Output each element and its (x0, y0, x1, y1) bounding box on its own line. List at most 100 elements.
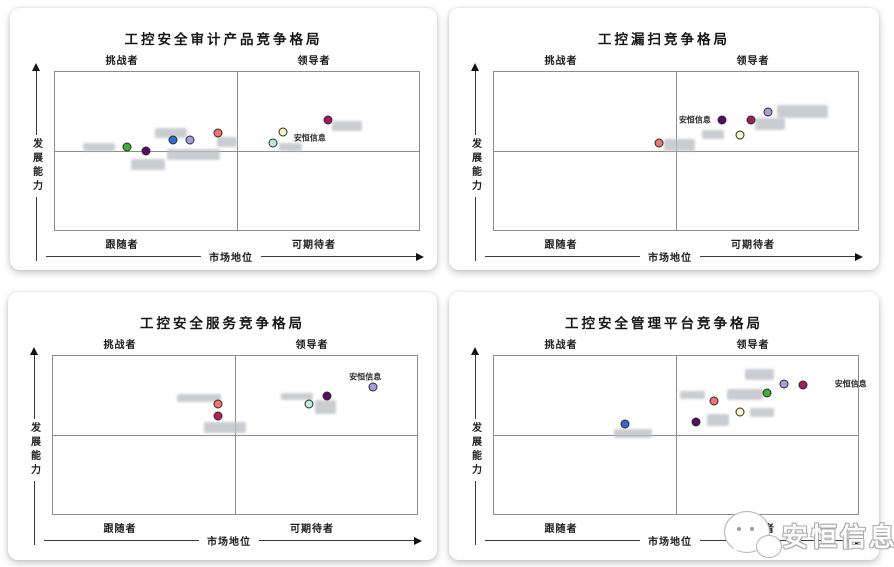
quadrant-label-prospects: 可期待者 (290, 524, 334, 535)
x-axis-line (261, 256, 416, 257)
maroon-data-point (746, 115, 756, 125)
quadrant-label-challengers: 挑战者 (544, 56, 578, 67)
y-axis-label: 发展能力 (469, 422, 481, 478)
redacted-company-name (706, 414, 729, 426)
wechat-logo-eye-icon (750, 527, 754, 531)
y-axis-line (474, 71, 476, 135)
security-service-chart-card: 工控安全服务竞争格局 挑战者 领导者 安恒信息 跟随者 可期待者 发展能力 市场… (8, 292, 437, 560)
chart-title: 工控安全管理平台竞争格局 (565, 316, 763, 331)
x-axis-line (485, 540, 640, 541)
lavender-data-point (185, 135, 195, 145)
y-axis: 发展能力 (467, 63, 483, 261)
quadrant-label-prospects: 可期待者 (731, 240, 775, 251)
redacted-company-name (155, 127, 188, 139)
dark-purple-data-point (141, 146, 151, 156)
x-axis-arrow-right-icon (414, 536, 422, 545)
lavender-data-point (368, 382, 378, 392)
redacted-company-name (754, 117, 786, 130)
y-axis-line (474, 481, 476, 545)
chart-title: 工控漏扫竞争格局 (598, 32, 730, 47)
lavender-data-point (779, 379, 789, 389)
x-axis-line (259, 540, 414, 541)
green-data-point (762, 388, 772, 398)
redacted-company-name (280, 392, 313, 401)
anheng-callout-label: 安恒信息 (834, 379, 867, 389)
brand-watermark: 安恒信息 (718, 504, 894, 566)
pale-yellow-data-point (735, 407, 745, 417)
redacted-company-name (130, 158, 165, 171)
quadrant-label-followers: 跟随者 (103, 524, 137, 535)
redacted-company-name (332, 120, 363, 131)
y-axis: 发展能力 (467, 347, 483, 545)
redacted-company-name (750, 408, 775, 418)
audit-product-chart-card: 工控安全审计产品竞争格局 挑战者 领导者 安恒信息 跟随者 可期待者 发展能力 … (10, 8, 437, 270)
quadrant-label-prospects: 可期待者 (292, 240, 336, 251)
y-axis-arrow-up-icon (471, 347, 479, 355)
x-axis-label: 市场地位 (207, 537, 251, 548)
anheng-callout-label: 安恒信息 (293, 133, 326, 143)
redacted-company-name (745, 369, 774, 380)
x-axis-line (700, 256, 855, 257)
quadrant-divider-horizontal (55, 151, 419, 152)
vuln-scan-chart-card: 工控漏扫竞争格局 挑战者 领导者 安恒信息 跟随者 可期待者 发展能力 市场地位 (449, 8, 879, 270)
y-axis-line (474, 197, 476, 261)
quadrant-label-leaders: 领导者 (736, 340, 770, 351)
y-axis-label: 发展能力 (469, 138, 481, 194)
quadrant-label-followers: 跟随者 (544, 524, 578, 535)
redacted-company-name (167, 149, 221, 160)
quadrant-label-leaders: 领导者 (736, 56, 770, 67)
redacted-company-name (83, 143, 115, 151)
x-axis-arrow-right-icon (416, 252, 424, 261)
redacted-company-name (315, 400, 337, 415)
x-axis: 市场地位 (44, 533, 422, 548)
chart-title: 工控安全审计产品竞争格局 (124, 32, 323, 47)
y-axis-line (35, 197, 37, 261)
lavender-data-point (763, 107, 773, 116)
quadrant-label-challengers: 挑战者 (544, 340, 578, 351)
quadrant-divider-horizontal (494, 151, 858, 152)
maroon-data-point (213, 411, 223, 421)
y-axis-label: 发展能力 (30, 138, 42, 194)
pale-yellow-data-point (278, 127, 288, 137)
redacted-company-name (614, 428, 653, 438)
x-axis-line (44, 540, 199, 541)
dark-purple-data-point (717, 115, 727, 125)
x-axis-arrow-right-icon (855, 252, 863, 261)
redacted-company-name (176, 393, 221, 403)
plot-area: 安恒信息 (54, 71, 420, 231)
x-axis-line (485, 256, 640, 257)
plot-area: 安恒信息 (493, 71, 859, 231)
light-cyan-data-point (304, 399, 314, 409)
salmon-data-point (213, 128, 223, 137)
y-axis-line (33, 481, 35, 545)
x-axis-line (46, 256, 201, 257)
y-axis: 发展能力 (28, 63, 44, 261)
y-axis-line (474, 355, 476, 419)
plot-area: 安恒信息 (52, 355, 418, 515)
x-axis: 市场地位 (485, 249, 863, 264)
y-axis-arrow-up-icon (471, 63, 479, 71)
salmon-data-point (213, 399, 223, 409)
redacted-company-name (216, 137, 237, 148)
redacted-company-name (726, 388, 764, 401)
blue-data-point (168, 135, 178, 145)
x-axis-arrow-right-icon (855, 536, 863, 545)
quadrant-divider-horizontal (494, 435, 858, 436)
redacted-company-name (679, 390, 705, 400)
x-axis-label: 市场地位 (648, 537, 692, 548)
magenta-data-point (323, 115, 333, 125)
y-axis-arrow-up-icon (32, 63, 40, 71)
redacted-company-name (664, 138, 695, 151)
y-axis-label: 发展能力 (28, 422, 40, 478)
dark-purple-data-point (322, 391, 332, 401)
plot-area: 安恒信息 (493, 355, 867, 515)
wechat-logo-eye-icon (737, 527, 741, 531)
redacted-company-name (777, 105, 828, 118)
blue-data-point (620, 419, 630, 429)
x-axis-label: 市场地位 (648, 253, 692, 264)
green-data-point (122, 142, 132, 152)
mgmt-platform-chart-card: 工控安全管理平台竞争格局 挑战者 领导者 安恒信息 跟随者 可期待者 发展能力 … (449, 292, 879, 560)
light-cyan-data-point (268, 138, 278, 148)
quadrant-label-followers: 跟随者 (105, 240, 139, 251)
y-axis-line (33, 355, 35, 419)
